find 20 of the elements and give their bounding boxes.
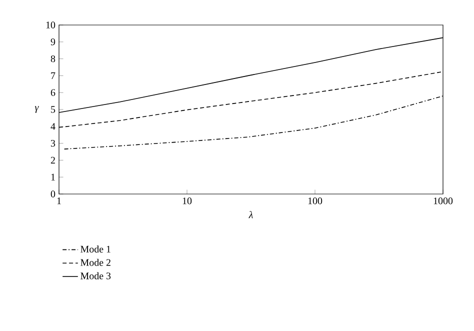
y-tick-label: 9: [50, 38, 56, 46]
y-tick-label: 7: [51, 72, 56, 79]
y-tick-label: 8: [50, 55, 56, 62]
y-tick-label: 6: [50, 89, 56, 96]
y-tick-label: 3: [50, 140, 56, 147]
legend-label: Mode 3: [80, 272, 111, 280]
x-tick-label: 1000: [434, 198, 453, 204]
y-tick-label: 4: [50, 123, 56, 130]
legend-label: Mode 2: [80, 258, 110, 266]
x-axis-title: λ: [248, 211, 253, 218]
y-tick-label: 5: [51, 106, 56, 113]
legend-label: Mode 1: [80, 245, 110, 253]
x-tick-label: 10: [182, 198, 192, 204]
y-tick-label: 0: [50, 190, 56, 198]
y-tick-label: 2: [50, 156, 55, 164]
y-axis-title: γ: [34, 106, 39, 113]
x-tick-label: 1: [57, 198, 61, 204]
y-tick-label: 1: [51, 174, 55, 180]
y-tick-label: 10: [46, 22, 56, 28]
x-tick-label: 100: [308, 198, 322, 204]
